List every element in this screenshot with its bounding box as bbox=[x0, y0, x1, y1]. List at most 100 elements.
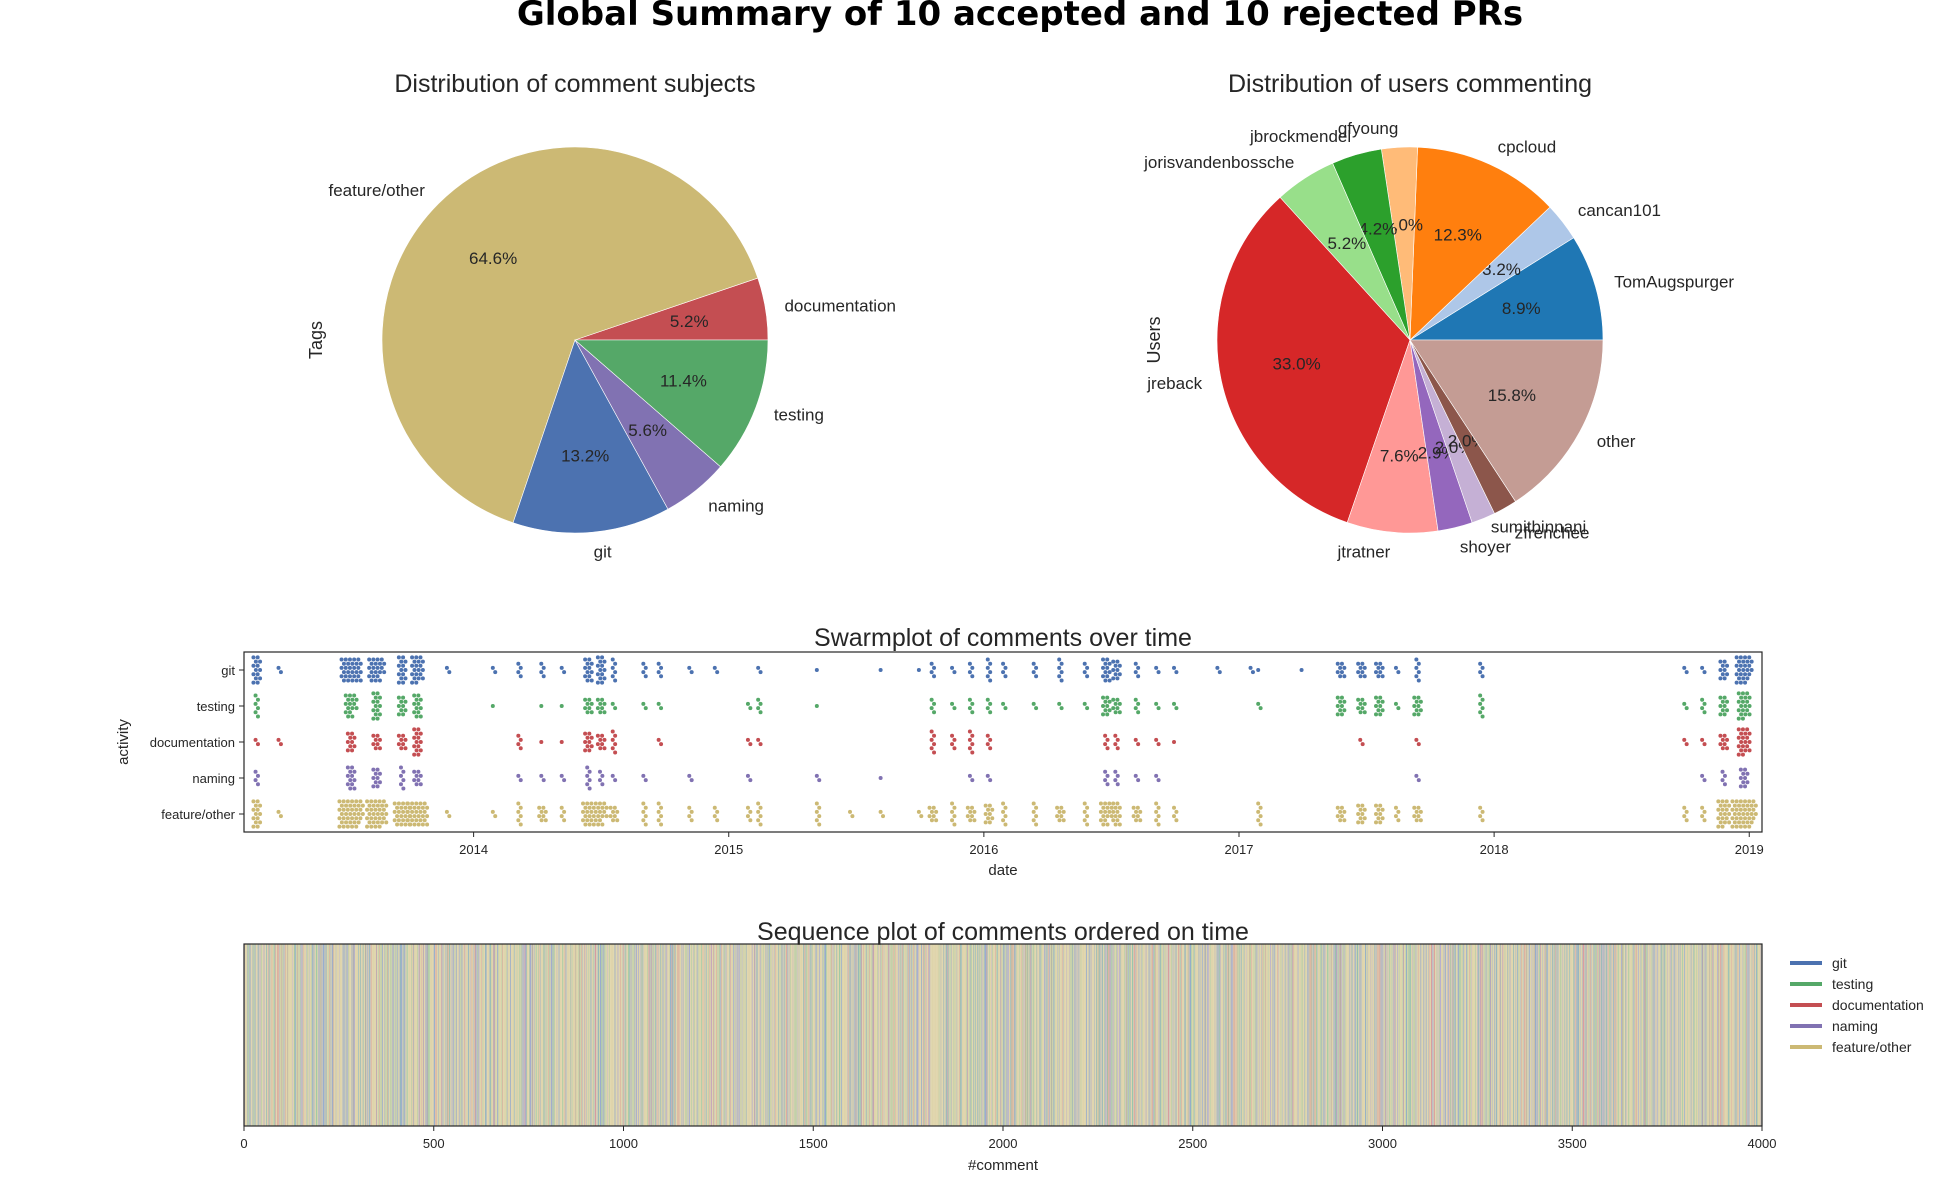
sequence-bar bbox=[477, 944, 478, 1126]
sequence-bar bbox=[723, 944, 724, 1126]
swarm-point bbox=[597, 778, 602, 783]
sequence-bar bbox=[1099, 944, 1100, 1126]
sequence-bar bbox=[1151, 944, 1152, 1126]
swarm-point bbox=[919, 814, 924, 819]
swarm-point bbox=[814, 773, 819, 778]
sequence-bar bbox=[1000, 944, 1001, 1126]
swarm-point bbox=[375, 767, 380, 772]
sequence-bar bbox=[789, 944, 791, 1126]
sequence-bar bbox=[269, 944, 271, 1126]
sequence-bar bbox=[740, 944, 741, 1126]
sequence-bar bbox=[420, 944, 421, 1126]
sequence-bar bbox=[1394, 944, 1396, 1126]
swarm-point bbox=[1720, 778, 1725, 783]
sequence-bar bbox=[929, 944, 930, 1126]
swarm-point bbox=[595, 742, 600, 747]
sequence-bar bbox=[1466, 944, 1467, 1126]
swarm-point bbox=[1720, 824, 1725, 829]
sequence-bar bbox=[1604, 944, 1606, 1126]
sequence-bar bbox=[853, 944, 855, 1126]
sequence-bar bbox=[314, 944, 316, 1126]
sequence-bar bbox=[931, 944, 932, 1126]
sequence-bar bbox=[1604, 944, 1605, 1126]
sequence-bar bbox=[1524, 944, 1526, 1126]
swarm-point bbox=[375, 691, 380, 696]
swarm-point bbox=[399, 737, 404, 742]
swarm-point bbox=[373, 704, 378, 708]
sequence-bar bbox=[1308, 944, 1309, 1126]
swarm-point bbox=[1700, 706, 1705, 711]
sequence-bar bbox=[506, 944, 508, 1126]
swarm-point bbox=[348, 786, 353, 791]
sequence-bar bbox=[913, 944, 914, 1126]
swarm-point bbox=[253, 812, 258, 816]
swarm-xtick-label: 2016 bbox=[969, 842, 998, 857]
sequence-bar bbox=[1284, 944, 1285, 1126]
sequence-bar bbox=[1300, 944, 1301, 1126]
swarm-point bbox=[583, 706, 588, 711]
sequence-bar bbox=[951, 944, 952, 1126]
sequence-bar bbox=[809, 944, 810, 1126]
sequence-bar bbox=[1018, 944, 1020, 1126]
sequence-bar bbox=[1497, 944, 1498, 1126]
sequence-bar bbox=[1030, 944, 1031, 1126]
sequence-bar bbox=[1481, 944, 1483, 1126]
sequence-bar bbox=[772, 944, 774, 1126]
sequence-bar bbox=[1536, 944, 1537, 1126]
sequence-bar bbox=[1216, 944, 1218, 1126]
swarm-point bbox=[1738, 655, 1743, 660]
sequence-bar bbox=[786, 944, 788, 1126]
sequence-bar bbox=[1037, 944, 1039, 1126]
swarm-point bbox=[952, 706, 957, 711]
swarm-point bbox=[1376, 816, 1381, 821]
sequence-bar bbox=[647, 944, 648, 1126]
sequence-bar bbox=[710, 944, 711, 1126]
sequence-bar bbox=[580, 944, 581, 1126]
sequence-bar bbox=[1139, 944, 1141, 1126]
swarm-point bbox=[352, 820, 357, 825]
swarm-point bbox=[987, 820, 992, 825]
sequence-bar bbox=[262, 944, 263, 1126]
sequence-bar bbox=[1360, 944, 1361, 1126]
sequence-bar bbox=[551, 944, 553, 1126]
swarm-point bbox=[1743, 748, 1748, 753]
sequence-bar bbox=[521, 944, 522, 1126]
sequence-bar bbox=[1458, 944, 1459, 1126]
sequence-bar bbox=[468, 944, 469, 1126]
sequence-bar bbox=[1533, 944, 1534, 1126]
sequence-bar bbox=[1512, 944, 1514, 1126]
sequence-bar bbox=[406, 944, 407, 1126]
sequence-bar bbox=[952, 944, 954, 1126]
swarm-point bbox=[380, 820, 385, 825]
sequence-bar bbox=[1469, 944, 1471, 1126]
sequence-bar bbox=[1104, 944, 1105, 1126]
swarm-point bbox=[1154, 801, 1159, 806]
sequence-bar bbox=[798, 944, 799, 1126]
sequence-bar bbox=[922, 944, 924, 1126]
sequence-bar bbox=[517, 944, 519, 1126]
sequence-bar bbox=[1511, 944, 1513, 1126]
swarm-point bbox=[255, 663, 260, 668]
sequence-bar bbox=[1004, 944, 1006, 1126]
sequence-bar bbox=[1473, 944, 1475, 1126]
swarm-point bbox=[589, 678, 594, 683]
sequence-bar bbox=[903, 944, 904, 1126]
sequence-bar bbox=[376, 944, 377, 1126]
swarm-point bbox=[585, 744, 590, 749]
sequence-bar bbox=[619, 944, 621, 1126]
swarm-point bbox=[1722, 803, 1727, 808]
sequence-bar bbox=[1183, 944, 1184, 1126]
pie1-pct-documentation: 5.2% bbox=[670, 312, 709, 331]
swarm-point bbox=[1738, 680, 1743, 685]
sequence-bar bbox=[1182, 944, 1183, 1126]
sequence-bar bbox=[1191, 944, 1192, 1126]
sequence-bar bbox=[1445, 944, 1447, 1126]
sequence-bar bbox=[331, 944, 332, 1126]
sequence-bar bbox=[425, 944, 426, 1126]
sequence-bar bbox=[272, 944, 274, 1126]
sequence-bar bbox=[659, 944, 661, 1126]
sequence-bar bbox=[258, 944, 260, 1126]
swarm-point bbox=[950, 701, 955, 706]
swarm-point bbox=[392, 818, 397, 823]
sequence-bar bbox=[1193, 944, 1194, 1126]
